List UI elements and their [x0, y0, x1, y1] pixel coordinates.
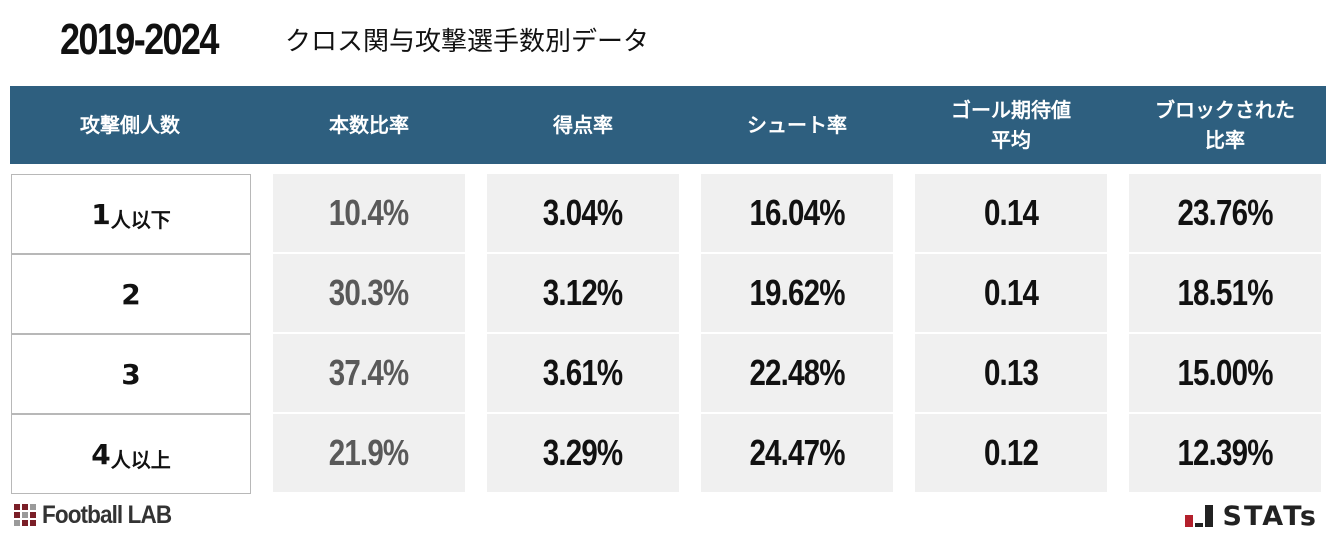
cell-value: 3.29%: [543, 432, 623, 473]
table-cell-r4-c5: 12.39%: [1129, 414, 1321, 492]
table-cell-r3-c1: 37.4%: [273, 334, 465, 412]
stats-logo-text: STATs: [1222, 500, 1318, 532]
stats-bars-icon: [1184, 505, 1213, 527]
row-label-suffix: 人以下: [110, 207, 171, 232]
table-cell-r1-c4: 0.14: [915, 174, 1107, 252]
cell-value: 16.04%: [749, 192, 845, 233]
table-cell-r4-c1: 21.9%: [273, 414, 465, 492]
table-cell-r4-c3: 24.47%: [701, 414, 893, 492]
table-cell-r3-c4: 0.13: [915, 334, 1107, 412]
row-label-3: 3: [11, 334, 251, 414]
cell-value: 0.14: [983, 192, 1039, 233]
row-label-number: 3: [121, 357, 141, 391]
cell-value: 0.12: [983, 432, 1039, 473]
row-label-number: 4: [91, 437, 111, 471]
column-header-0: 攻撃側人数: [80, 113, 180, 137]
cell-value: 3.04%: [543, 192, 623, 233]
table-cell-r1-c5: 23.76%: [1129, 174, 1321, 252]
table-cell-r2-c1: 30.3%: [273, 254, 465, 332]
cell-value: 21.9%: [329, 432, 409, 473]
cell-value: 22.48%: [749, 352, 845, 393]
row-label-number: 2: [121, 277, 141, 311]
cell-value: 18.51%: [1177, 272, 1273, 313]
cell-value: 0.13: [983, 352, 1039, 393]
column-header-1: 本数比率: [329, 113, 409, 137]
table-cell-r4-c2: 3.29%: [487, 414, 679, 492]
cell-value: 12.39%: [1177, 432, 1273, 473]
cell-value: 37.4%: [329, 352, 409, 393]
column-header-2: 得点率: [553, 113, 613, 137]
cell-value: 23.76%: [1177, 192, 1273, 233]
column-header-4: ゴール期待値 平均: [951, 98, 1071, 152]
table-cell-r2-c5: 18.51%: [1129, 254, 1321, 332]
table-cell-r3-c2: 3.61%: [487, 334, 679, 412]
table-cell-r1-c2: 3.04%: [487, 174, 679, 252]
column-header-3: シュート率: [747, 113, 847, 137]
cell-value: 3.61%: [543, 352, 623, 393]
table-cell-r1-c3: 16.04%: [701, 174, 893, 252]
grid-logo-icon: [14, 504, 36, 526]
cell-value: 30.3%: [329, 272, 409, 313]
table-cell-r3-c3: 22.48%: [701, 334, 893, 412]
football-lab-logo: Football LAB: [14, 500, 186, 530]
cell-value: 15.00%: [1177, 352, 1273, 393]
table-cell-r2-c2: 3.12%: [487, 254, 679, 332]
table-cell-r1-c1: 10.4%: [273, 174, 465, 252]
cell-value: 10.4%: [329, 192, 409, 233]
row-label-suffix: 人以上: [110, 447, 171, 472]
row-label-4: 4 人以上: [11, 414, 251, 494]
cell-value: 3.12%: [543, 272, 623, 313]
chart-title-years: 2019-2024: [60, 15, 219, 64]
table-cell-r2-c4: 0.14: [915, 254, 1107, 332]
table-header-bar: [10, 86, 1326, 164]
table-cell-r4-c4: 0.12: [915, 414, 1107, 492]
row-label-2: 2: [11, 254, 251, 334]
football-lab-logo-text: Football LAB: [42, 500, 172, 529]
row-label-number: 1: [91, 197, 111, 231]
stats-logo: STATs: [1184, 500, 1318, 532]
row-label-1: 1 人以下: [11, 174, 251, 254]
table-cell-r2-c3: 19.62%: [701, 254, 893, 332]
cell-value: 19.62%: [749, 272, 845, 313]
chart-subtitle: クロス関与攻撃選手数別データ: [285, 27, 650, 57]
cell-value: 0.14: [983, 272, 1039, 313]
column-header-5: ブロックされた 比率: [1155, 98, 1295, 152]
cell-value: 24.47%: [749, 432, 845, 473]
table-cell-r3-c5: 15.00%: [1129, 334, 1321, 412]
